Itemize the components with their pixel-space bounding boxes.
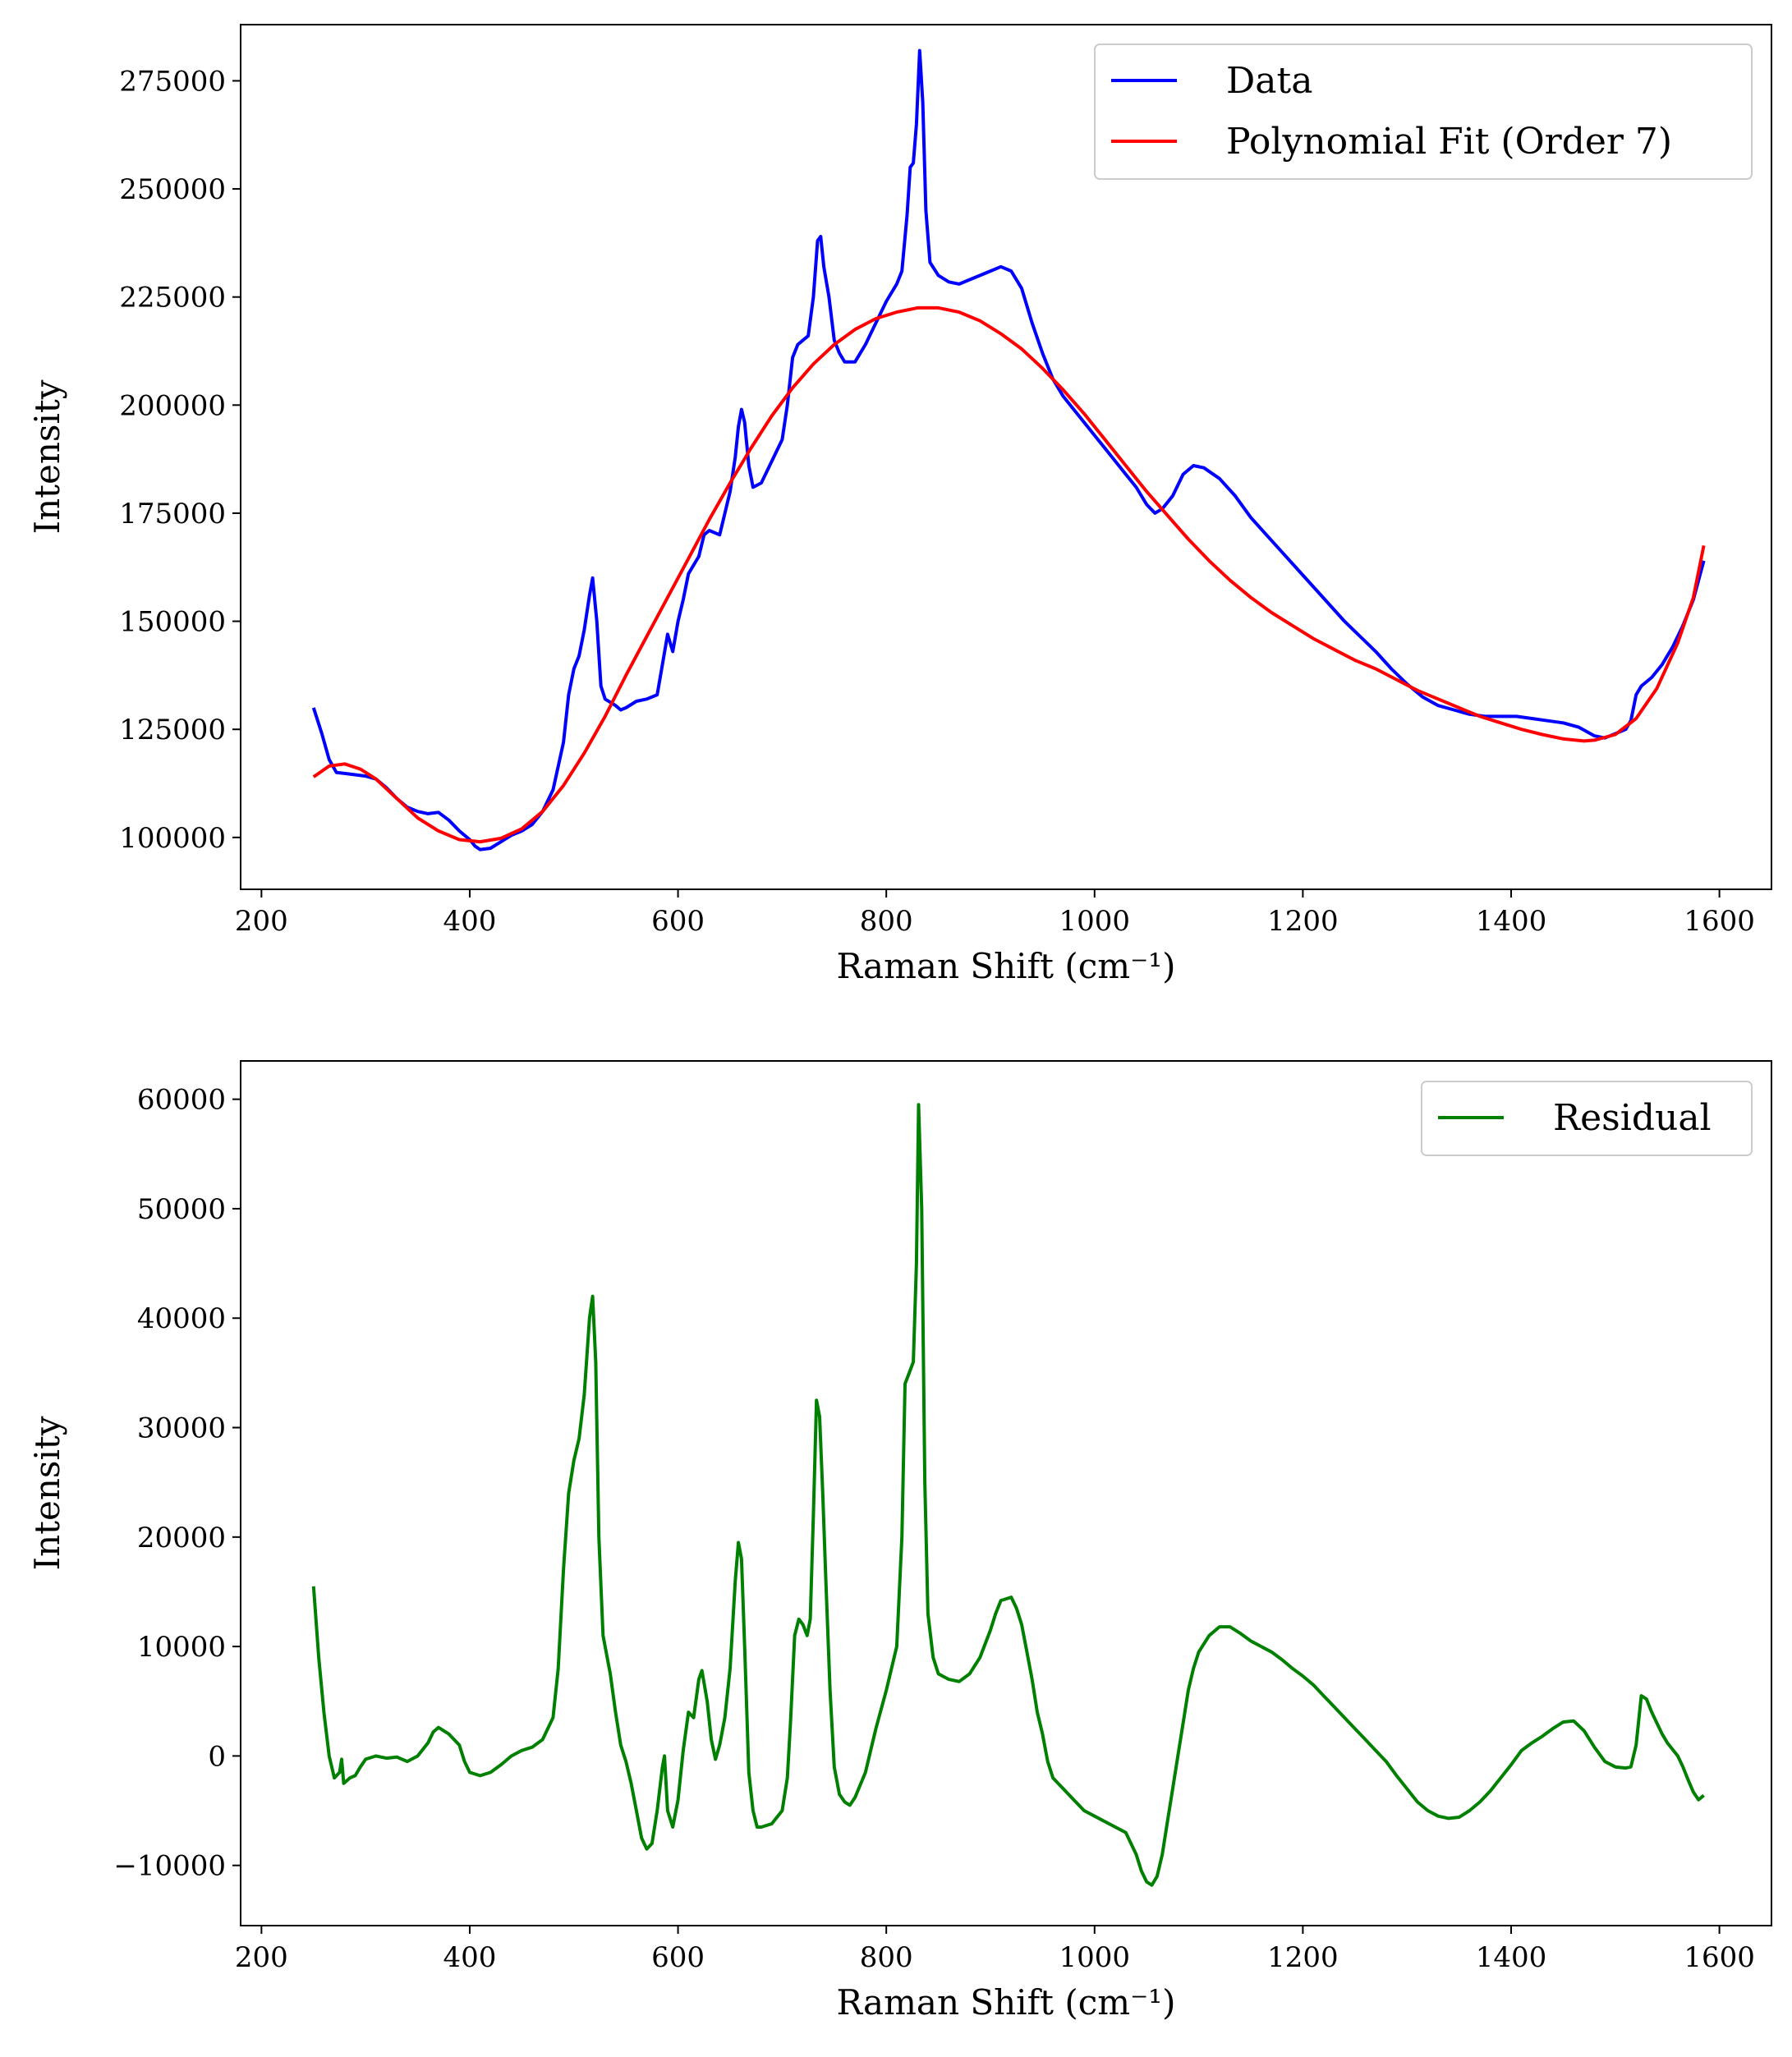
fit-plot-legend-box [1094, 44, 1753, 180]
residual-plot-y-axis-label: Intensity [27, 1416, 67, 1570]
y-tick-label: 250000 [119, 173, 226, 206]
fit-plot-axes-frame [240, 24, 1772, 890]
y-tick-label: −10000 [113, 1850, 226, 1883]
residual-plot-legend-box [1421, 1081, 1753, 1156]
x-tick-label: 1200 [1267, 905, 1339, 938]
fit-plot-y-axis-label: Intensity [27, 379, 67, 534]
residual-plot-x-ticks: 200 400 600 800 1000 1200 1400 1600 [235, 1926, 1755, 1974]
x-tick-label: 600 [651, 905, 705, 938]
fit-plot-legend: Data Polynomial Fit (Order 7) [1094, 44, 1753, 180]
y-tick-label: 125000 [119, 714, 226, 746]
x-tick-label: 200 [235, 905, 288, 938]
y-tick-label: 10000 [137, 1631, 226, 1664]
residual-plot-panel: −10000 0 10000 20000 30000 40000 50000 60000 20… [27, 1060, 1772, 2023]
x-tick-label: 1000 [1059, 905, 1131, 938]
y-tick-label: 225000 [119, 282, 226, 315]
residual-plot-axes-frame [240, 1060, 1772, 1926]
x-tick-label: 1600 [1684, 905, 1755, 938]
series-line-residual [311, 1103, 1705, 1887]
series-line-polynomial-fit-order-7 [312, 305, 1706, 844]
residual-plot-series [311, 1103, 1705, 1887]
legend-label-data: Data [1226, 60, 1312, 102]
x-tick-label: 400 [443, 1941, 497, 1974]
x-tick-label: 1400 [1476, 1941, 1547, 1974]
y-tick-label: 60000 [137, 1084, 226, 1117]
y-tick-label: 200000 [119, 389, 226, 422]
fit-plot-x-ticks: 200 400 600 800 1000 1200 1400 1600 [235, 889, 1755, 938]
x-tick-label: 1200 [1267, 1941, 1339, 1974]
y-tick-label: 175000 [119, 498, 226, 530]
y-tick-label: 0 [208, 1740, 226, 1773]
y-tick-label: 275000 [119, 65, 226, 98]
fit-plot-x-axis-label: Raman Shift (cm⁻¹) [836, 946, 1175, 986]
y-tick-label: 100000 [119, 822, 226, 855]
legend-label-residual: Residual [1553, 1097, 1712, 1139]
x-tick-label: 1400 [1476, 905, 1547, 938]
fit-plot-panel: 100000 125000 150000 175000 200000 225000 2500… [27, 24, 1772, 986]
y-tick-label: 40000 [137, 1302, 226, 1335]
x-tick-label: 1600 [1684, 1941, 1755, 1974]
y-tick-label: 30000 [137, 1412, 226, 1445]
residual-plot-y-ticks: −10000 0 10000 20000 30000 40000 50000 60000 [113, 1084, 241, 1883]
x-tick-label: 1000 [1059, 1941, 1131, 1974]
residual-plot-legend: Residual [1421, 1081, 1753, 1156]
y-tick-label: 150000 [119, 606, 226, 639]
legend-label-polynomial-fit: Polynomial Fit (Order 7) [1226, 121, 1672, 163]
y-tick-label: 20000 [137, 1522, 226, 1554]
x-tick-label: 800 [860, 905, 913, 938]
residual-plot-x-axis-label: Raman Shift (cm⁻¹) [836, 1982, 1175, 2023]
x-tick-label: 600 [651, 1941, 705, 1974]
x-tick-label: 400 [443, 905, 497, 938]
fit-plot-y-ticks: 100000 125000 150000 175000 200000 225000 2500… [119, 65, 241, 855]
fit-plot-series [311, 48, 1706, 852]
series-line-data [311, 48, 1706, 852]
x-tick-label: 800 [860, 1941, 913, 1974]
x-tick-label: 200 [235, 1941, 288, 1974]
y-tick-label: 50000 [137, 1193, 226, 1226]
